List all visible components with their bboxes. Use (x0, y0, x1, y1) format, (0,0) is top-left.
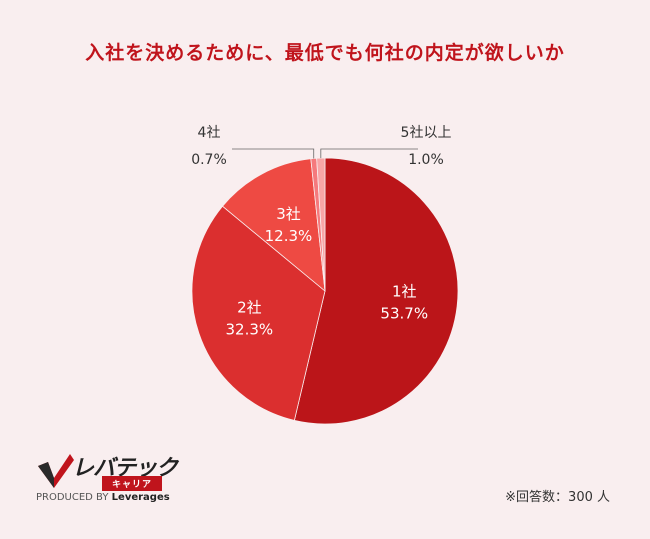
pie-slice (221, 158, 326, 292)
slice-label: 4社 (198, 125, 221, 141)
slice-label: 1社 (392, 282, 417, 300)
callout-line (320, 148, 418, 159)
slice-value-label: 53.7% (380, 304, 428, 322)
credit-brand: Leverages (111, 492, 170, 503)
slice-value-label: 12.3% (265, 227, 313, 245)
checkmark-logo-icon (38, 454, 74, 488)
logo-subtitle: キャリア (102, 476, 163, 491)
respondent-count-note: ※回答数：300 人 (505, 490, 610, 505)
slice-label: 5社以上 (401, 125, 452, 141)
logo-credit: PRODUCED BY Leverages (36, 492, 170, 503)
chart-title: 入社を決めるために、最低でも何社の内定が欲しいか (85, 42, 565, 64)
pie-slice (293, 157, 459, 425)
slice-label: 3社 (276, 205, 301, 223)
slice-value-label: 0.7% (191, 152, 227, 168)
slice-label: 2社 (237, 298, 262, 316)
pie-slice (191, 205, 326, 421)
slice-value-label: 1.0% (408, 152, 444, 168)
credit-prefix: PRODUCED BY (36, 492, 109, 503)
levtech-career-logo: レバテック キャリア PRODUCED BY Leverages (36, 450, 196, 510)
callout-line (232, 148, 315, 159)
slice-value-label: 32.3% (226, 320, 274, 338)
